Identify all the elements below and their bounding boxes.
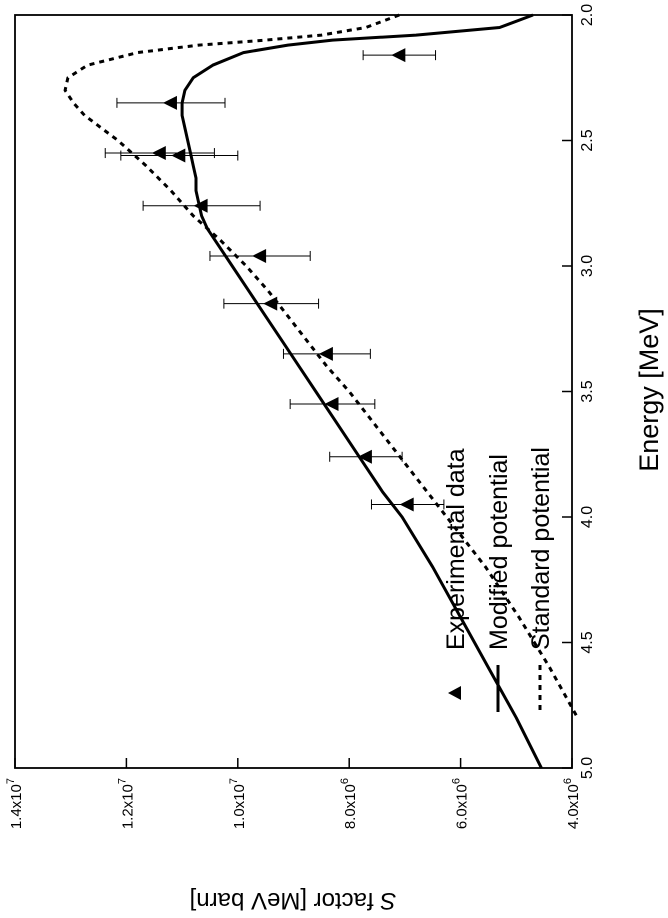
legend-label: Standard potential bbox=[527, 447, 555, 650]
y-axis-title: S factor [MeV barn] bbox=[190, 887, 397, 913]
legend: Experimental data Modified potential Stand… bbox=[442, 447, 555, 712]
data-point bbox=[162, 95, 177, 110]
x-tick-label: 3.0 bbox=[579, 255, 596, 277]
data-point bbox=[318, 346, 333, 361]
axis-titles: Energy [MeV] S factor [MeV barn] bbox=[190, 308, 664, 914]
y-tick-label: 1.4x107 bbox=[5, 778, 25, 829]
modified-potential-line bbox=[180, 13, 543, 769]
y-tick-label: 1.2x107 bbox=[116, 778, 136, 829]
x-axis-title: Energy [MeV] bbox=[634, 308, 664, 472]
x-tick-label: 4.5 bbox=[579, 631, 596, 653]
x-tick-label: 3.5 bbox=[579, 380, 596, 402]
legend-label: Experimental data bbox=[442, 448, 470, 650]
data-point bbox=[171, 148, 186, 163]
data-point bbox=[324, 397, 339, 412]
data-point bbox=[193, 198, 208, 213]
legend-label: Modified potential bbox=[485, 454, 513, 650]
legend-marker-triangle bbox=[448, 686, 461, 700]
x-tick-label: 2.5 bbox=[579, 129, 596, 151]
data-point bbox=[263, 296, 278, 311]
plot-frame bbox=[14, 14, 573, 769]
data-point bbox=[391, 48, 406, 63]
x-tick-label: 2.0 bbox=[579, 4, 596, 26]
data-point bbox=[252, 248, 267, 263]
y-tick-label: 8.0x106 bbox=[339, 778, 359, 829]
x-tick-label: 4.0 bbox=[579, 506, 596, 528]
curves-layer bbox=[63, 13, 579, 769]
ticks-layer: 2.0 2.5 3.0 3.5 4.0 4.5 5.04.0x106 6.0x106 8.0x1… bbox=[5, 4, 596, 829]
x-tick-label: 5.0 bbox=[579, 757, 596, 779]
y-tick-label: 6.0x106 bbox=[451, 778, 471, 829]
data-point bbox=[151, 146, 166, 161]
y-tick-label: 4.0x106 bbox=[562, 778, 582, 829]
data-point bbox=[399, 497, 414, 512]
y-tick-label: 1.0x107 bbox=[228, 778, 248, 829]
points-layer bbox=[104, 48, 445, 512]
standard-potential-line bbox=[63, 13, 579, 719]
data-point bbox=[357, 449, 372, 464]
